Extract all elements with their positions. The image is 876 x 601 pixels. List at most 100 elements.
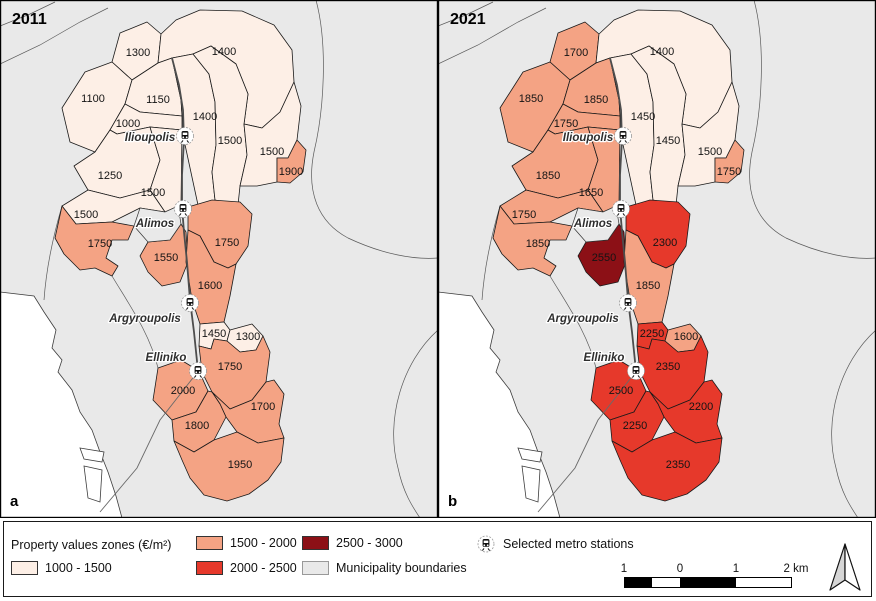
- zone-value-label: 1900: [279, 166, 303, 178]
- zone-value-label: 1600: [198, 280, 222, 292]
- zone-value-label: 1500: [218, 135, 242, 147]
- road-line: [537, 373, 635, 513]
- municipality-label: Ilioupolis: [563, 132, 613, 144]
- zone-value-label: 2250: [623, 420, 647, 432]
- zone-value-label: 1700: [564, 47, 588, 59]
- marina-pier: [517, 447, 543, 463]
- panel-border: [0, 0, 438, 518]
- north-arrow-icon: [829, 543, 861, 591]
- zone-value-label: 1300: [236, 331, 260, 343]
- metro-station-icon: [627, 362, 645, 380]
- municipality-boundary-line: [438, 1, 494, 27]
- legend: Property values zones (€/m²) 1000 - 1500…: [3, 521, 872, 597]
- zone-value-label: 1500: [74, 209, 98, 221]
- legend-item-class-1500-2000: 1500 - 2000: [196, 536, 297, 550]
- zone-value-label: 1450: [631, 111, 655, 123]
- zone-value-label: 1100: [81, 93, 105, 105]
- legend-item-municipality-boundaries: Municipality boundaries: [302, 561, 467, 575]
- legend-label: Selected metro stations: [503, 537, 634, 551]
- municipality-boundary-line: [438, 7, 547, 65]
- map-panels: Ilioupolis Alimos Argyroupolis Elliniko 1300…: [0, 0, 876, 518]
- zone-value-label: 1550: [154, 252, 178, 264]
- zone-value-label: 1850: [536, 170, 560, 182]
- sea-area: [0, 291, 123, 518]
- zone-value-label: 1750: [512, 209, 536, 221]
- municipality-boundary-line: [111, 275, 159, 369]
- zone-value-label: 2500: [609, 385, 633, 397]
- zone-value-label: 1800: [185, 420, 209, 432]
- zone-polygon-zAlimos: [492, 205, 573, 277]
- zone-polygon-z1500mid: [630, 45, 687, 206]
- municipality-boundary-line: [481, 205, 501, 301]
- zone-value-label: 1950: [228, 459, 252, 471]
- svg-text:1: 1: [621, 563, 627, 575]
- municipality-label: Elliniko: [584, 352, 625, 364]
- zone-value-label: 1650: [579, 187, 603, 199]
- zone-value-label: 2200: [689, 401, 713, 413]
- swatch-municipality-boundaries: [302, 561, 329, 575]
- municipality-label: Alimos: [135, 218, 174, 230]
- zone-value-label: 1750: [218, 361, 242, 373]
- zone-value-label: 1400: [193, 111, 217, 123]
- metro-station-icon: [174, 200, 192, 218]
- alimos-unzoned-area: [571, 205, 620, 243]
- municipality-boundary-line: [0, 1, 56, 27]
- metro-station-icon: [619, 294, 637, 312]
- municipality-label: Argyroupolis: [108, 313, 181, 325]
- legend-label: 2500 - 3000: [336, 536, 403, 550]
- legend-label: 2000 - 2500: [230, 561, 297, 575]
- zone-polygon-z1950: [611, 431, 723, 502]
- municipality-label: Argyroupolis: [546, 313, 619, 325]
- zone-polygon-z1500mid: [192, 45, 249, 206]
- zone-value-label: 2000: [171, 385, 195, 397]
- municipality-boundary-line: [549, 275, 597, 369]
- zone-value-label: 1750: [215, 237, 239, 249]
- municipality-label: Alimos: [573, 218, 612, 230]
- zone-value-label: 1400: [212, 46, 236, 58]
- legend-title: Property values zones (€/m²): [11, 538, 172, 552]
- legend-label: Municipality boundaries: [336, 561, 467, 575]
- zone-value-label: 2300: [653, 237, 677, 249]
- zone-value-label: 1850: [584, 94, 608, 106]
- municipality-boundary-line: [831, 329, 876, 518]
- zone-value-label: 2550: [592, 252, 616, 264]
- legend-item-class-2500-3000: 2500 - 3000: [302, 536, 403, 550]
- zone-polygon-z1950: [173, 431, 285, 502]
- municipality-boundary-line: [393, 329, 438, 518]
- zone-value-label: 1600: [674, 331, 698, 343]
- zone-value-label: 2250: [640, 328, 664, 340]
- zone-value-label: 1750: [554, 118, 578, 130]
- road-line: [99, 373, 197, 513]
- zone-polygon-zAlimos: [54, 205, 135, 277]
- legend-label: 1000 - 1500: [45, 561, 112, 575]
- panel-letter: b: [448, 493, 457, 510]
- zone-value-label: 1850: [526, 238, 550, 250]
- zone-value-label: 2350: [656, 361, 680, 373]
- panel-letter: a: [10, 493, 19, 510]
- zone-polygon-z1900: [714, 139, 745, 184]
- swatch-1500-2000: [196, 536, 223, 550]
- year-label: 2011: [12, 11, 47, 28]
- metro-station-icon: [176, 127, 194, 145]
- metro-station-icon: [181, 294, 199, 312]
- map-panel-2011: Ilioupolis Alimos Argyroupolis Elliniko 1300…: [0, 0, 438, 518]
- legend-item-class-2000-2500: 2000 - 2500: [196, 561, 297, 575]
- zone-value-label: 1750: [88, 238, 112, 250]
- municipality-boundary-line: [749, 0, 876, 259]
- legend-label: 1500 - 2000: [230, 536, 297, 550]
- svg-text:2 km: 2 km: [784, 563, 809, 575]
- marina-pier: [79, 447, 105, 463]
- year-label: 2021: [450, 11, 486, 28]
- metro-station-icon: [189, 362, 207, 380]
- zone-value-label: 1750: [717, 166, 741, 178]
- zone-value-label: 1500: [141, 187, 165, 199]
- scale-bar: 1 0 1 2 km: [621, 563, 809, 588]
- zone-value-label: 1300: [126, 47, 150, 59]
- zone-polygon-z1600: [185, 229, 237, 325]
- zone-value-label: 1450: [656, 135, 680, 147]
- zone-polygon-z1600: [623, 229, 675, 325]
- zone-value-label: 1000: [116, 118, 140, 130]
- zone-value-label: 1850: [519, 93, 543, 105]
- metro-station-icon: [477, 535, 495, 553]
